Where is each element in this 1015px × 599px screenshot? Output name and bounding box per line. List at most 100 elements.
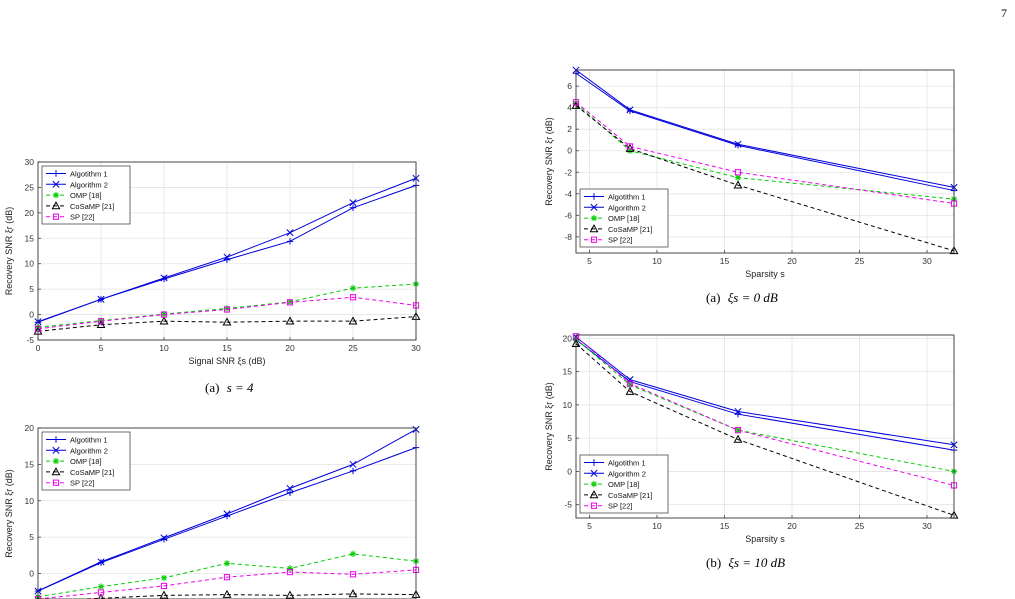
data-point <box>223 306 231 313</box>
data-point <box>626 380 634 387</box>
caption-label: (a) <box>205 380 220 395</box>
data-point <box>348 589 358 598</box>
axes-frame <box>37 427 417 599</box>
data-point <box>626 106 634 114</box>
x-tick-label: 15 <box>720 521 730 531</box>
data-point <box>286 565 294 572</box>
data-point <box>733 434 743 443</box>
data-point <box>97 583 105 590</box>
y-tick-label: 2 <box>567 124 572 134</box>
data-point <box>625 143 635 152</box>
y-tick-label: -8 <box>564 232 572 242</box>
y-tick-label: 20 <box>563 333 573 343</box>
legend-entry: Algotithm 1 <box>608 459 646 468</box>
data-point <box>625 386 635 395</box>
data-point <box>949 246 959 255</box>
data-point <box>159 590 169 599</box>
legend-entry: Algotithm 1 <box>70 170 108 179</box>
y-tick-label: 10 <box>25 259 35 269</box>
y-tick-label: 5 <box>29 284 34 294</box>
x-tick-label: 20 <box>285 343 295 353</box>
data-point <box>349 199 357 207</box>
data-point <box>223 305 231 312</box>
x-axis-label: Sparsity s <box>745 269 785 279</box>
x-tick-label: 20 <box>787 256 797 266</box>
caption-b-right: (b) ξs = 10 dB <box>706 555 785 571</box>
legend-entry: SP [22] <box>70 479 94 488</box>
x-tick-label: 15 <box>720 256 730 266</box>
data-point <box>349 460 357 468</box>
series-line <box>37 296 417 330</box>
data-point <box>626 143 634 150</box>
legend-entry: CoSaMP [21] <box>608 491 652 500</box>
data-point <box>734 169 742 176</box>
y-tick-label: -4 <box>564 189 572 199</box>
y-tick-label: -5 <box>26 335 34 345</box>
data-point <box>286 568 294 576</box>
data-point <box>286 298 294 306</box>
y-tick-label: 5 <box>29 532 34 542</box>
x-tick-label: 30 <box>922 256 932 266</box>
legend-entry: OMP [18] <box>70 191 102 200</box>
data-point <box>97 589 105 596</box>
y-tick-label: 30 <box>25 157 35 167</box>
data-point <box>589 490 599 499</box>
series-line <box>575 102 955 200</box>
y-tick-label: -2 <box>564 167 572 177</box>
caption-math: ξs = 0 dB <box>727 290 778 305</box>
caption-a-left: (a) s = 4 <box>205 380 254 396</box>
caption-math: ξs = 10 dB <box>728 555 786 570</box>
data-point <box>734 427 742 434</box>
legend-entry: SP [22] <box>608 502 632 511</box>
data-point <box>349 467 357 475</box>
data-point <box>626 147 634 154</box>
series-line <box>74 593 417 599</box>
data-point <box>52 436 60 443</box>
data-point <box>51 201 61 210</box>
x-tick-label: 5 <box>587 521 592 531</box>
data-point <box>223 510 231 518</box>
x-tick-label: 0 <box>36 343 41 353</box>
x-tick-label: 25 <box>348 343 358 353</box>
data-point <box>349 571 357 578</box>
data-point <box>51 467 61 476</box>
x-tick-label: 25 <box>855 521 865 531</box>
series-line <box>37 316 417 332</box>
axes-frame <box>575 334 955 519</box>
data-point <box>590 480 598 488</box>
data-point <box>52 213 60 220</box>
caption-label: (b) <box>706 555 722 570</box>
data-point <box>733 180 743 189</box>
y-tick-label: 0 <box>567 146 572 156</box>
chart-recovery-vs-signal-snr-lower: 0 5 10 15 20 Recovery SNR ξr (dB) Algotithm 1A… <box>4 423 421 599</box>
data-point <box>159 316 169 325</box>
data-point <box>52 479 60 486</box>
series-line <box>575 339 955 451</box>
series-line <box>575 336 955 446</box>
data-point <box>590 469 598 477</box>
legend-entry: OMP [18] <box>608 480 640 489</box>
series-line <box>575 343 955 516</box>
y-tick-label: -6 <box>564 210 572 220</box>
caption-label: (a) <box>706 290 721 305</box>
data-point <box>160 534 168 542</box>
series-line <box>575 338 955 472</box>
data-point <box>160 310 168 318</box>
series-algorithm-2 <box>34 425 420 595</box>
data-point <box>52 170 60 177</box>
data-point <box>223 574 231 581</box>
x-tick-label: 15 <box>222 343 232 353</box>
data-point <box>160 574 168 582</box>
legend-entry: OMP [18] <box>70 457 102 466</box>
y-axis-label: Recovery SNR ξr (dB) <box>4 207 14 296</box>
y-tick-label: 15 <box>25 233 35 243</box>
y-tick-label: 10 <box>25 496 35 506</box>
data-point <box>590 193 598 200</box>
x-axis-label: Sparsity s <box>745 534 785 544</box>
data-point <box>590 236 598 243</box>
data-point <box>286 229 294 237</box>
legend-entry: Algorithm 2 <box>608 203 646 212</box>
series-line <box>575 72 955 192</box>
